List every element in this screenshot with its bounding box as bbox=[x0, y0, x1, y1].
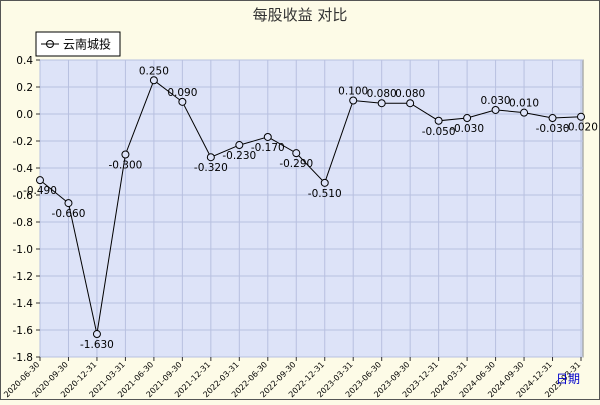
data-point bbox=[548, 114, 557, 123]
data-labels: -0.490 -0.660 -1.630 -0.300 0.250 0.090 -0.320… bbox=[23, 65, 598, 351]
data-point bbox=[491, 105, 500, 114]
data-label: -0.490 bbox=[23, 185, 57, 197]
legend-marker-icon bbox=[46, 40, 54, 48]
data-point bbox=[320, 178, 329, 187]
data-label: 0.010 bbox=[509, 98, 539, 110]
data-label: 0.090 bbox=[167, 87, 197, 99]
data-label: -0.020 bbox=[564, 122, 598, 134]
y-tick-label: 0.4 bbox=[16, 55, 33, 67]
data-point bbox=[149, 76, 158, 85]
legend-series-name: 云南城投 bbox=[63, 37, 111, 52]
data-label: 0.100 bbox=[338, 86, 368, 98]
y-tick-label: 0.0 bbox=[16, 109, 33, 121]
data-label: -0.170 bbox=[251, 142, 285, 154]
y-tick-label: -1.0 bbox=[13, 244, 34, 256]
data-label: 0.030 bbox=[481, 95, 511, 107]
data-label: -0.290 bbox=[279, 158, 313, 170]
data-point bbox=[235, 141, 244, 150]
data-label: -0.030 bbox=[450, 123, 484, 135]
y-tick-label: -1.4 bbox=[13, 298, 34, 310]
data-point bbox=[121, 150, 130, 159]
data-label: -1.630 bbox=[80, 339, 114, 351]
data-points bbox=[36, 76, 585, 339]
data-label: -0.660 bbox=[52, 208, 86, 220]
data-point bbox=[520, 108, 529, 117]
data-point bbox=[406, 99, 415, 108]
y-tick-label: -1.2 bbox=[13, 271, 34, 283]
data-label: -0.300 bbox=[108, 160, 142, 172]
data-point bbox=[178, 97, 187, 106]
y-tick-label: -0.6 bbox=[13, 190, 34, 202]
y-tick-label: -0.8 bbox=[13, 217, 34, 229]
data-point bbox=[377, 99, 386, 108]
data-point bbox=[64, 199, 73, 208]
data-point bbox=[349, 96, 358, 105]
data-point bbox=[434, 116, 443, 125]
data-point bbox=[463, 114, 472, 123]
data-label: -0.030 bbox=[536, 123, 570, 135]
data-point bbox=[577, 112, 585, 121]
data-point bbox=[263, 132, 272, 141]
y-tick-label: -0.4 bbox=[13, 163, 34, 175]
data-label: -0.510 bbox=[308, 188, 342, 200]
y-axis: 0.4 0.2 0.0 -0.2 -0.4 -0.6 -0.8 -1.0 -1.2 -1.4 -1.… bbox=[13, 55, 40, 364]
data-point bbox=[36, 176, 44, 185]
chart-title: 每股收益 对比 bbox=[253, 6, 348, 24]
legend[interactable]: 云南城投 bbox=[35, 31, 121, 57]
data-label: -0.050 bbox=[422, 126, 456, 138]
data-label: 0.250 bbox=[139, 65, 169, 77]
series-line bbox=[39, 79, 582, 335]
y-tick-label: -1.6 bbox=[13, 325, 34, 337]
x-axis-title: 日期 bbox=[556, 372, 580, 386]
data-point bbox=[92, 330, 101, 339]
data-label: 0.080 bbox=[395, 88, 425, 100]
data-label: 0.080 bbox=[367, 88, 397, 100]
data-label: -0.230 bbox=[222, 150, 256, 162]
data-point bbox=[206, 153, 215, 162]
data-label: -0.320 bbox=[194, 162, 228, 174]
y-tick-label: 0.2 bbox=[16, 82, 33, 94]
data-point bbox=[292, 149, 301, 158]
y-tick-label: -0.2 bbox=[13, 136, 34, 148]
y-tick-label: -1.8 bbox=[13, 352, 34, 364]
